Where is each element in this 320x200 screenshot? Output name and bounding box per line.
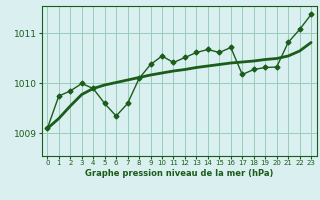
X-axis label: Graphe pression niveau de la mer (hPa): Graphe pression niveau de la mer (hPa) bbox=[85, 169, 273, 178]
